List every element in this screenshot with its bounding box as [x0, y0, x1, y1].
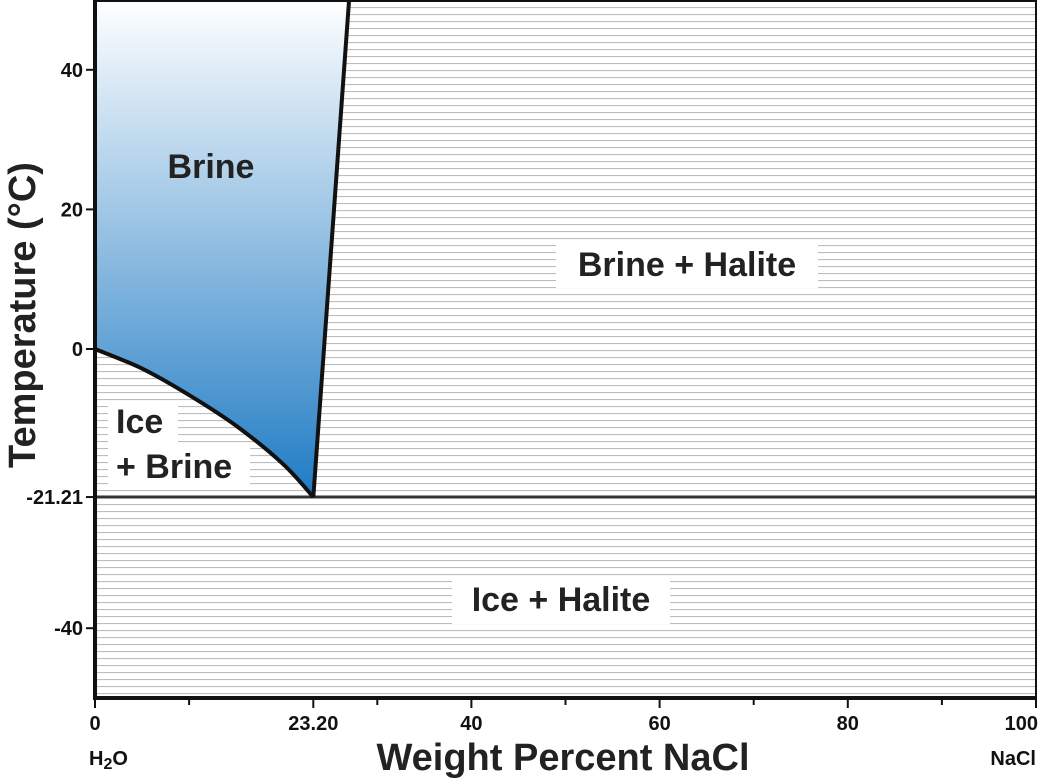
x-tick-label: 40 — [460, 713, 482, 735]
x-tick-label: 100 — [1005, 713, 1038, 735]
label-brine-halite: Brine + Halite — [578, 246, 796, 284]
x-tick-label: 60 — [648, 713, 670, 735]
label-bg-ice-halite — [452, 576, 670, 624]
ice-liquidus-line — [94, 347, 315, 499]
nacl-label: NaCl — [990, 748, 1036, 770]
label-ice-brine-line2: + Brine — [116, 448, 232, 486]
label-ice-halite: Ice + Halite — [472, 581, 651, 619]
region-brine — [95, 0, 350, 498]
y-tick-label: 0 — [72, 339, 83, 361]
x-tick-label: 80 — [837, 713, 859, 735]
label-bg-brine-halite — [556, 240, 818, 288]
y-axis-title: Temperature (°C) — [2, 162, 44, 468]
x-tick-label: 0 — [89, 713, 100, 735]
y-tick-label: 20 — [61, 199, 83, 221]
label-bg-ice-brine-2 — [108, 446, 250, 488]
label-brine: Brine — [168, 148, 255, 186]
label-bg-ice-brine-1 — [108, 402, 178, 444]
label-ice-brine-line1: Ice — [116, 403, 163, 441]
x-axis-title: Weight Percent NaCl — [376, 737, 749, 779]
y-tick-label: -40 — [54, 618, 83, 640]
y-tick-label: -21.21 — [26, 487, 83, 509]
halite-liquidus-line — [311, 0, 352, 498]
x-tick-label: 23.20 — [288, 713, 338, 735]
y-tick-label: 40 — [61, 60, 83, 82]
h2o-label: H2O — [89, 748, 128, 773]
